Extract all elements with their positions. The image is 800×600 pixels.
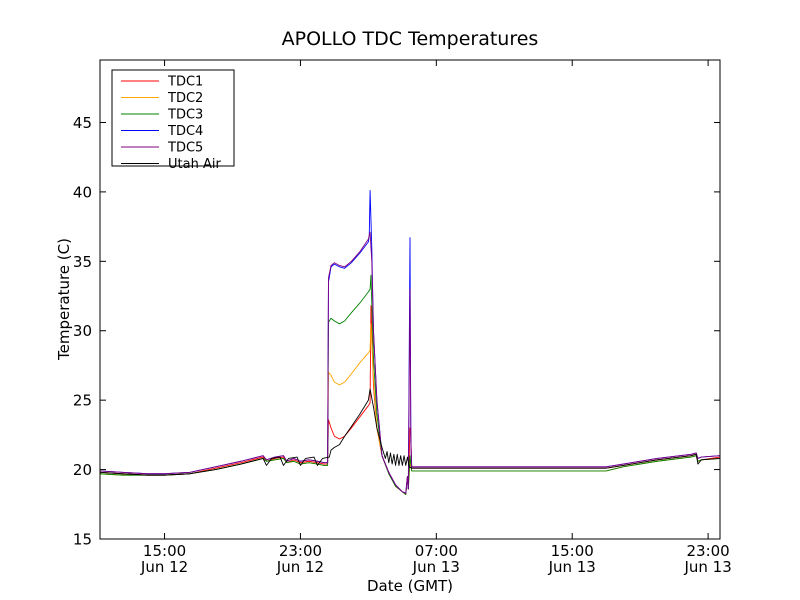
x-axis-label: Date (GMT): [367, 577, 453, 595]
legend-label: TDC2: [167, 91, 203, 106]
y-tick-label: 40: [73, 183, 92, 201]
x-tick-label-time: 15:00: [143, 542, 186, 560]
x-tick-label-date: Jun 12: [276, 558, 324, 576]
series-line-tdc5: [100, 231, 720, 494]
x-tick-label-time: 07:00: [415, 542, 458, 560]
legend-item: TDC1: [121, 75, 203, 90]
legend-item: Utah Air: [121, 157, 221, 172]
x-tick-label-date: Jun 13: [412, 558, 460, 576]
x-tick-label-time: 23:00: [686, 542, 729, 560]
x-tick-label-date: Jun 13: [548, 558, 596, 576]
legend-label: TDC3: [167, 108, 203, 123]
legend-item: TDC4: [121, 124, 203, 139]
y-tick-label: 30: [73, 322, 92, 340]
legend-item: TDC5: [121, 141, 203, 156]
legend-label: TDC4: [167, 124, 203, 139]
legend-label: Utah Air: [168, 157, 221, 172]
y-tick-label: 35: [73, 253, 92, 271]
y-tick-label: 45: [73, 114, 92, 132]
plot-area: [100, 190, 720, 496]
y-axis-label: Temperature (C): [55, 238, 73, 361]
legend-label: TDC1: [167, 75, 203, 90]
legend-box: [111, 69, 235, 167]
x-tick-label-time: 15:00: [551, 542, 594, 560]
x-tick-label-date: Jun 13: [683, 558, 731, 576]
y-tick-label: 25: [73, 392, 92, 410]
x-tick-label-date: Jun 12: [140, 558, 188, 576]
series-line-tdc3: [100, 274, 720, 496]
y-tick-label: 15: [73, 531, 92, 549]
series-line-utah-air: [100, 388, 720, 476]
legend-label: TDC5: [167, 141, 203, 156]
y-tick-label: 20: [73, 461, 92, 479]
axes-frame: [99, 59, 721, 540]
legend-item: TDC2: [121, 91, 203, 106]
legend-item: TDC3: [121, 108, 203, 123]
chart-title: APOLLO TDC Temperatures: [282, 28, 539, 50]
x-tick-label-time: 23:00: [279, 542, 322, 560]
